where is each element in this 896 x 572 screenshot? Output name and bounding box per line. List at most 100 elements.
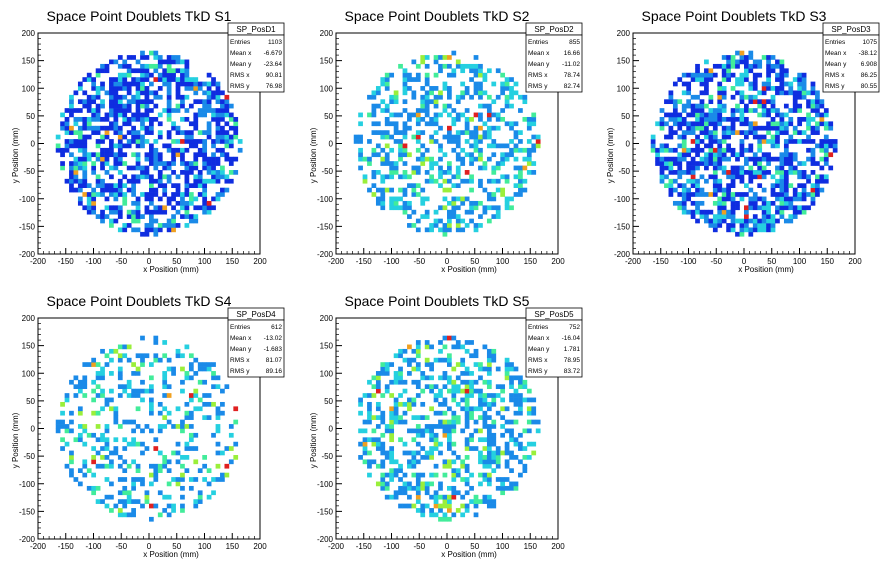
histogram-cell <box>668 187 674 193</box>
histogram-cell <box>415 450 421 456</box>
histogram-cell <box>429 388 434 394</box>
histogram-cell <box>206 125 212 131</box>
cells <box>55 50 243 237</box>
histogram-cell <box>149 463 154 469</box>
histogram-cell <box>451 174 457 180</box>
histogram-cell <box>100 455 105 460</box>
histogram-cell <box>153 103 159 109</box>
histogram-cell <box>135 90 141 96</box>
histogram-cell <box>770 227 776 233</box>
x-tick-label: -150 <box>653 257 670 266</box>
panel-2: Space Point Doublets TkD S2-200-200-150-… <box>309 8 583 274</box>
histogram-cell <box>531 143 537 149</box>
histogram-cell <box>726 55 731 60</box>
histogram-cell <box>73 108 79 113</box>
histogram-cell <box>757 139 763 144</box>
histogram-cell <box>175 183 181 188</box>
histogram-cell <box>407 223 412 228</box>
histogram-cell <box>91 357 97 363</box>
histogram-cell <box>175 147 181 153</box>
histogram-cell <box>69 130 74 135</box>
histogram-cell <box>509 77 514 82</box>
histogram-cell <box>407 401 412 407</box>
histogram-cell <box>411 503 417 509</box>
histogram-cell <box>144 108 150 113</box>
histogram-cell <box>402 152 408 158</box>
histogram-cell <box>686 86 692 91</box>
histogram-cell <box>704 86 709 91</box>
histogram-cell <box>206 468 212 473</box>
histogram-cell <box>415 340 421 345</box>
histogram-cell <box>188 477 194 482</box>
histogram-cell <box>757 205 763 211</box>
histogram-cell <box>104 125 110 131</box>
histogram-cell <box>500 187 506 193</box>
histogram-cell <box>783 81 789 87</box>
x-tick-label: -50 <box>115 542 127 551</box>
histogram-cell <box>157 174 163 180</box>
histogram-cell <box>726 214 731 219</box>
histogram-cell <box>171 68 176 74</box>
histogram-cell <box>411 437 417 443</box>
stats-value: -13.02 <box>264 335 283 342</box>
histogram-cell <box>122 485 128 491</box>
histogram-cell <box>695 116 700 122</box>
histogram-cell <box>429 116 434 122</box>
histogram-cell <box>197 174 203 180</box>
histogram-cell <box>757 156 763 162</box>
histogram-cell <box>233 406 239 412</box>
histogram-cell <box>175 125 181 131</box>
histogram-cell <box>131 485 136 491</box>
histogram-cell <box>389 455 395 460</box>
histogram-cell <box>398 477 403 482</box>
histogram-cell <box>744 156 749 162</box>
histogram-cell <box>672 178 678 184</box>
histogram-cell <box>60 112 65 118</box>
stats-label: Entries <box>528 324 549 331</box>
histogram-cell <box>482 397 488 403</box>
histogram-cell <box>735 152 740 158</box>
histogram-cell <box>220 410 225 416</box>
histogram-cell <box>690 130 696 135</box>
histogram-cell <box>171 508 176 513</box>
histogram-cell <box>766 77 771 82</box>
histogram-cell <box>531 161 537 166</box>
histogram-cell <box>770 218 776 224</box>
histogram-cell <box>460 178 466 184</box>
histogram-cell <box>402 77 408 82</box>
histogram-cell <box>500 86 506 91</box>
histogram-cell <box>504 81 510 87</box>
histogram-cell <box>460 494 466 500</box>
histogram-cell <box>193 165 199 171</box>
histogram-cell <box>447 63 452 69</box>
histogram-cell <box>752 200 758 206</box>
histogram-cell <box>447 209 452 215</box>
histogram-cell <box>712 161 718 166</box>
histogram-cell <box>202 393 208 398</box>
histogram-cell <box>788 134 794 140</box>
histogram-cell <box>792 192 798 197</box>
histogram-cell <box>393 200 399 206</box>
histogram-cell <box>135 424 141 429</box>
histogram-cell <box>438 340 443 345</box>
histogram-cell <box>424 170 430 175</box>
histogram-cell <box>748 68 754 74</box>
histogram-cell <box>486 108 492 113</box>
histogram-cell <box>464 63 470 69</box>
histogram-cell <box>744 209 749 215</box>
histogram-cell <box>424 72 430 78</box>
histogram-cell <box>735 59 740 65</box>
histogram-cell <box>420 415 426 420</box>
histogram-cell <box>202 183 208 188</box>
histogram-cell <box>180 485 185 491</box>
histogram-cell <box>100 183 105 188</box>
histogram-cell <box>491 424 497 429</box>
histogram-cell <box>695 192 700 197</box>
histogram-cell <box>748 143 754 149</box>
histogram-cell <box>149 90 154 96</box>
histogram-cell <box>735 81 740 87</box>
histogram-cell <box>677 165 683 171</box>
histogram-cell <box>371 393 377 398</box>
stats-value: 89.16 <box>266 368 283 375</box>
histogram-cell <box>708 161 714 166</box>
